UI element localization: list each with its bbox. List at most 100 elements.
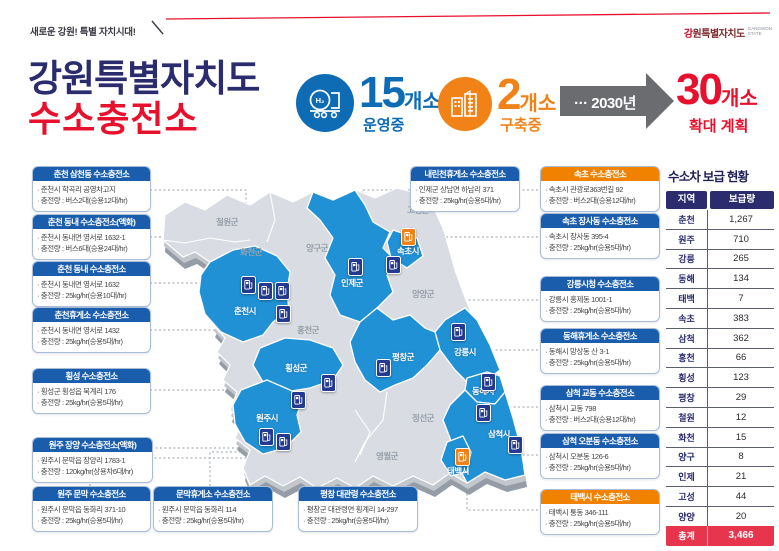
gangwon-logo: 강원특별자치도 GANGWON STATE	[610, 25, 772, 40]
station-address: · 춘천시 동내면 영서로 1632-1	[37, 233, 126, 242]
station-address: · 태백시 통동 346-111	[545, 508, 609, 517]
station-icon	[401, 228, 416, 246]
station-capacity: · 충전량 : 25kg/hr(승용5대/hr)	[37, 398, 123, 408]
station-card-body: · 강릉시 홍제동 1001-1 · 충전량 : 25kg/hr(승용5대/hr…	[541, 291, 659, 321]
supply-row: 속초 383	[666, 308, 774, 329]
station-card-title: 속초 장사동 수소충전소	[541, 214, 659, 228]
supply-row-amount: 362	[733, 332, 749, 344]
station-card: 원주 장양 수소충전소(액화) · 원주시 문막읍 장양리 1783-1 · 충…	[32, 437, 153, 483]
map-label: 철원군	[216, 217, 238, 227]
station-capacity: · 충전량 : 25kg/hr(승용5대/hr)	[545, 306, 631, 316]
map-label: 양양군	[412, 289, 434, 299]
supply-row: 태백 7	[666, 289, 774, 309]
map-label: 화천군	[240, 247, 262, 257]
station-card-body: · 태백시 통동 346-111 · 충전량 : 25kg/hr(승용5대/hr…	[541, 504, 659, 534]
page-title-line1: 강원특별자치도	[28, 58, 260, 99]
supply-row: 강릉 265	[666, 249, 774, 270]
station-card: 삼척 오분동 수소충전소 · 삼척시 오분동 126-6 · 충전량 : 25k…	[540, 433, 660, 479]
station-card: 평창 대관령 수소충전소 · 평창군 대관령면 횡계리 14-297 · 충전량…	[298, 486, 418, 532]
supply-row: 횡성 123	[666, 368, 774, 389]
supply-row-region: 고성	[666, 487, 708, 506]
page-title-line2: 수소충전소	[28, 98, 199, 139]
station-icon	[291, 391, 306, 409]
station-card-body: · 속초시 관광로363번길 92 · 충전량 : 버스2대(승용12대/hr)	[541, 181, 659, 211]
supply-row-amount: 66	[735, 352, 747, 364]
station-address: · 삼척시 오분동 126-6	[545, 452, 609, 461]
supply-row-region: 원주	[666, 229, 708, 249]
map-label: 정선군	[412, 413, 434, 423]
station-capacity: · 충전량 : 버스2대(승용12대/hr)	[545, 415, 636, 425]
station-card: 원주 문막 수소충전소 · 원주시 문막읍 동화리 371-10 · 충전량 :…	[32, 486, 151, 532]
supply-row-region: 화천	[666, 427, 708, 447]
station-card-body: · 평창군 대관령면 횡계리 14-297 · 충전량 : 25kg/hr(승용…	[299, 501, 417, 531]
station-card: 춘천휴게소 수소충전소 · 춘천시 동내면 영서로 1432 · 충전량 : 2…	[32, 307, 151, 353]
station-icon	[348, 258, 363, 276]
station-icon	[508, 436, 523, 454]
gangwon-map: 철원군화천군양구군고성군양양군홍천군정선군영월군춘천시인제군속초시강릉시평창군횡…	[155, 180, 550, 520]
supply-table: 수소차 보급 현황 지역 보급량 춘천 1,267 원주 710 강릉 265 동해 134 태…	[666, 166, 774, 546]
station-address: · 속초시 관광로363번길 92	[545, 185, 624, 194]
map-label: 원주시	[256, 413, 278, 423]
station-icon	[241, 276, 256, 294]
station-address: · 동해시 망상동 산 3-1	[545, 347, 609, 356]
station-card: 동해휴게소 수소충전소 · 동해시 망상동 산 3-1 · 충전량 : 25kg…	[540, 328, 660, 374]
supply-row: 철원 12	[666, 407, 774, 428]
supply-row-amount: 20	[735, 510, 747, 522]
supply-row-amount: 383	[733, 312, 749, 324]
station-card: 춘천 삼천동 수소충전소 · 춘천시 학곡리 공영차고지 · 충전량 : 버스2…	[32, 166, 151, 212]
supply-row-amount: 44	[735, 491, 747, 503]
map-label: 동해시	[472, 386, 494, 396]
station-card: 속초 수소충전소 · 속초시 관광로363번길 92 · 충전량 : 버스2대(…	[540, 166, 660, 212]
supply-row-region: 인제	[666, 467, 708, 487]
buildings-icon	[438, 77, 492, 131]
station-card-title: 평창 대관령 수소충전소	[299, 487, 417, 501]
station-capacity: · 충전량 : 25kg/hr(승용5대/hr)	[303, 516, 389, 526]
station-capacity: · 충전량 : 25kg/hr(승용5대/hr)	[545, 519, 631, 529]
supply-table-total-row: 총계 3,466	[666, 525, 774, 546]
timeline-arrow-label: ··· 2030년	[574, 95, 636, 112]
station-address: · 횡성군 횡성읍 묵계리 176	[37, 387, 116, 396]
station-icon	[321, 374, 336, 392]
map-label: 속초시	[397, 246, 419, 256]
station-icon	[386, 256, 401, 274]
map-svg	[162, 187, 527, 500]
supply-row-amount: 21	[735, 471, 747, 483]
svg-text:H₂: H₂	[316, 96, 325, 105]
header-amount: 보급량	[710, 191, 774, 209]
supply-row: 인제 21	[666, 467, 774, 488]
map-label: 강릉시	[454, 347, 476, 357]
supply-row-amount: 15	[735, 431, 747, 443]
station-card-title: 삼척 오분동 수소충전소	[541, 434, 659, 448]
station-capacity: · 충전량 : 25kg/hr(승용5대/hr)	[37, 337, 123, 347]
map-label: 양구군	[306, 243, 328, 253]
station-icon	[455, 448, 470, 466]
supply-row: 홍천 66	[666, 348, 774, 369]
station-icon	[451, 323, 466, 341]
station-card-title: 춘천휴게소 수소충전소	[33, 308, 150, 322]
station-card: 강릉시청 수소충전소 · 강릉시 홍제동 1001-1 · 충전량 : 25kg…	[540, 276, 660, 322]
station-capacity: · 충전량 : 25kg/hr(승용5대/hr)	[545, 463, 631, 473]
station-card-body: · 동해시 망상동 산 3-1 · 충전량 : 25kg/hr(승용5대/hr)	[541, 343, 659, 373]
region-inje	[306, 189, 396, 323]
station-capacity: · 충전량 : 25kg/hr(승용5대/hr)	[545, 243, 631, 253]
supply-row-region: 태백	[666, 289, 708, 308]
total-label: 총계	[666, 525, 708, 546]
supply-row-amount: 29	[735, 392, 747, 404]
supply-row-region: 횡성	[666, 368, 708, 388]
station-capacity: · 충전량 : 25kg/hr(승용5대/hr)	[37, 516, 123, 526]
map-label: 횡성군	[285, 363, 307, 373]
station-card-title: 횡성 수소충전소	[33, 369, 150, 383]
supply-row: 삼척 362	[666, 328, 774, 349]
supply-row-amount: 134	[733, 273, 749, 285]
supply-row-region: 양양	[666, 506, 708, 526]
station-card-title: 속초 수소충전소	[541, 167, 659, 181]
station-icon	[376, 359, 391, 377]
station-card: 삼척 교동 수소충전소 · 삼척시 교동 798 · 충전량 : 버스2대(승용…	[540, 385, 660, 431]
supply-row-region: 동해	[666, 269, 708, 289]
station-icon	[259, 428, 274, 446]
station-card-title: 강릉시청 수소충전소	[541, 277, 659, 291]
region-pyeongchang	[349, 307, 441, 393]
map-label: 영월군	[376, 451, 398, 461]
stat-building: 2 개소	[497, 70, 557, 119]
stat-building-label: 구축중	[500, 117, 542, 134]
